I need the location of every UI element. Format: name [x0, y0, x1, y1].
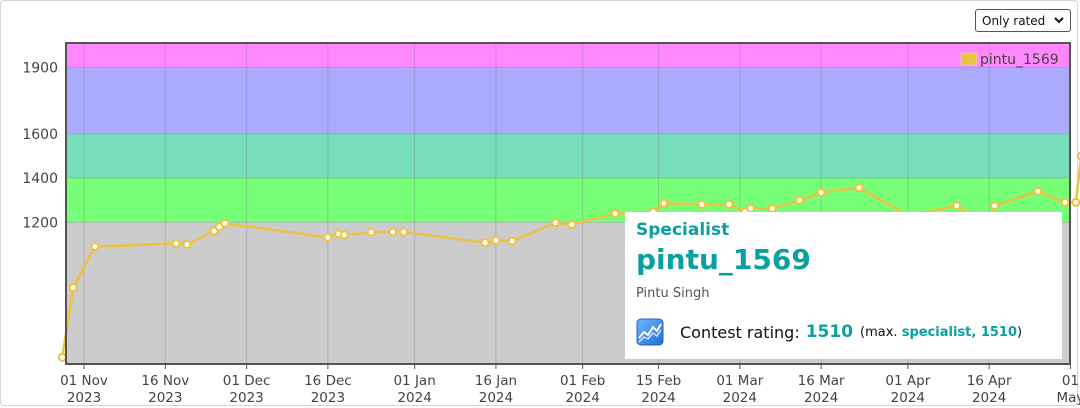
data-point-14[interactable] — [480, 238, 490, 248]
data-point-18[interactable] — [567, 220, 577, 230]
x-tick-label-12: 01May — [1056, 373, 1080, 406]
data-point-21[interactable] — [659, 198, 669, 208]
data-point-29[interactable] — [854, 183, 864, 193]
data-point-13[interactable] — [399, 227, 409, 237]
rank-band-2 — [66, 133, 1070, 179]
x-tick-label-10: 01 Apr 2024 — [885, 373, 930, 406]
x-tick-label-6: 01 Feb 2024 — [560, 373, 605, 406]
x-tick-label-2: 01 Dec 2023 — [223, 373, 271, 406]
data-point-15[interactable] — [491, 235, 501, 245]
rank-band-4 — [66, 43, 1070, 68]
x-tick-label-7: 15 Feb 2024 — [636, 373, 681, 406]
tooltip-max-rating: (max. specialist, 1510) — [860, 325, 1022, 340]
x-tick-label-4: 01 Jan 2024 — [393, 373, 435, 406]
data-point-3[interactable] — [171, 238, 181, 248]
x-tick-line2: 2023 — [229, 390, 263, 406]
rank-band-3 — [66, 67, 1070, 134]
legend: pintu_1569 — [960, 52, 1059, 68]
data-point-12[interactable] — [388, 227, 398, 237]
rating-tooltip: Specialist pintu_1569 Pintu Singh Contes… — [625, 212, 1062, 359]
data-point-27[interactable] — [794, 195, 804, 205]
x-tick-line2: 2024 — [641, 390, 675, 406]
y-tick-label-1: 1400 — [22, 171, 58, 187]
x-tick-line2: 2024 — [565, 390, 599, 406]
x-tick-label-8: 01 Mar 2024 — [716, 373, 763, 406]
x-tick-line2: 2023 — [67, 390, 101, 406]
x-tick-line2: 2024 — [479, 390, 513, 406]
data-point-23[interactable] — [724, 199, 734, 209]
x-tick-line2: 2024 — [891, 390, 925, 406]
x-tick-line1: 01 Nov — [60, 373, 108, 389]
x-tick-label-0: 01 Nov 2023 — [60, 373, 108, 406]
x-tick-line1: 16 Mar — [798, 373, 845, 389]
x-tick-line1: 01 — [1062, 373, 1079, 389]
legend-label: pintu_1569 — [980, 52, 1059, 68]
tooltip-name: Pintu Singh — [636, 286, 710, 301]
x-tick-line1: 01 Dec — [223, 373, 271, 389]
x-tick-line2: 2023 — [148, 390, 182, 406]
y-tick-label-2: 1600 — [22, 127, 58, 143]
y-tick-label-3: 1900 — [22, 60, 58, 76]
data-point-19[interactable] — [610, 208, 620, 218]
data-point-37[interactable] — [1071, 197, 1080, 207]
data-point-36[interactable] — [1060, 197, 1070, 207]
x-tick-label-5: 16 Jan 2024 — [475, 373, 517, 406]
data-point-7[interactable] — [220, 218, 230, 228]
data-point-35[interactable] — [1033, 186, 1043, 196]
x-tick-line2: 2023 — [311, 390, 345, 406]
plot-border — [65, 42, 1071, 365]
x-tick-line2: 2024 — [723, 390, 757, 406]
data-point-8[interactable] — [323, 232, 333, 242]
tooltip-rank: Specialist — [636, 220, 730, 240]
x-tick-line1: 15 Feb — [636, 373, 681, 389]
x-tick-label-11: 16 Apr 2024 — [967, 373, 1012, 406]
legend-swatch — [960, 52, 978, 66]
data-point-5[interactable] — [209, 226, 219, 236]
data-point-28[interactable] — [816, 187, 826, 197]
x-tick-label-3: 16 Dec 2023 — [304, 373, 352, 406]
data-point-1[interactable] — [68, 283, 78, 293]
y-axis-ticks: 1200 1400 1600 1900 — [22, 60, 58, 231]
tooltip-max-close: ) — [1017, 324, 1023, 340]
x-tick-line1: 01 Jan — [393, 373, 435, 389]
rating-filter-select[interactable]: Only rated — [975, 9, 1071, 32]
data-point-17[interactable] — [551, 218, 561, 228]
x-tick-line1: 16 Dec — [304, 373, 352, 389]
x-tick-line2: May — [1056, 390, 1080, 406]
x-tick-line1: 16 Jan — [475, 373, 517, 389]
data-point-25[interactable] — [746, 203, 756, 213]
grid-lines — [66, 43, 1071, 364]
data-point-4[interactable] — [182, 239, 192, 249]
data-point-31[interactable] — [952, 201, 962, 211]
x-tick-line1: 16 Nov — [141, 373, 189, 389]
chevron-down-icon — [1054, 17, 1064, 24]
data-point-2[interactable] — [90, 242, 100, 252]
tooltip-rating-label: Contest rating: — [680, 322, 800, 342]
tooltip-max-open: (max. — [860, 324, 898, 340]
x-tick-line1: 16 Apr — [967, 373, 1012, 389]
data-point-16[interactable] — [507, 236, 517, 246]
x-tick-line2: 2024 — [804, 390, 838, 406]
data-point-11[interactable] — [366, 227, 376, 237]
data-point-22[interactable] — [697, 199, 707, 209]
x-tick-label-1: 16 Nov 2023 — [141, 373, 189, 406]
tooltip-rating-row: Contest rating: 1510 (max. specialist, 1… — [636, 318, 1051, 346]
data-point-0[interactable] — [57, 352, 67, 362]
tooltip-handle[interactable]: pintu_1569 — [636, 243, 811, 276]
y-tick-label-0: 1200 — [22, 215, 58, 231]
data-point-38[interactable] — [1076, 151, 1080, 161]
x-tick-line1: 01 Apr — [885, 373, 930, 389]
x-tick-line1: 01 Mar — [716, 373, 763, 389]
data-point-34[interactable] — [990, 201, 1000, 211]
tooltip-rating-value: 1510 — [805, 322, 854, 342]
x-tick-label-9: 16 Mar 2024 — [798, 373, 845, 406]
x-tick-line1: 01 Feb — [560, 373, 605, 389]
tooltip-max-value: specialist, 1510 — [901, 324, 1018, 340]
rating-filter-value: Only rated — [982, 13, 1046, 28]
rating-chart-icon — [636, 318, 664, 346]
x-tick-line2: 2024 — [972, 390, 1006, 406]
x-tick-line2: 2024 — [397, 390, 431, 406]
data-point-10[interactable] — [339, 230, 349, 240]
